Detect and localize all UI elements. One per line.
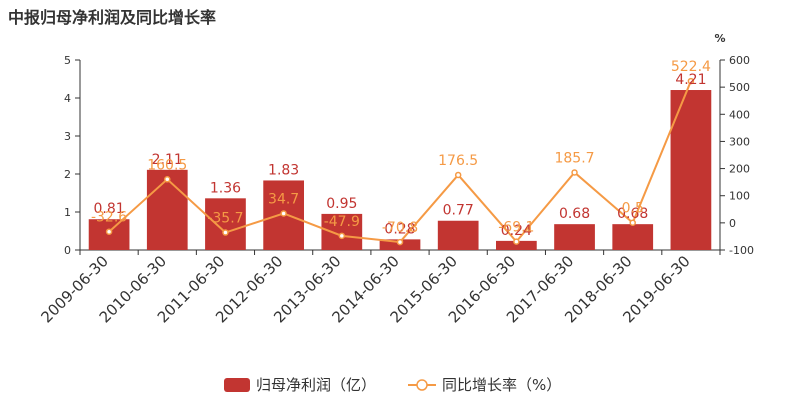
line-point xyxy=(629,219,636,226)
y-right-tick-label: 500 xyxy=(729,81,750,94)
line-value-label: 522.4 xyxy=(671,59,711,75)
bar-value-label: 1.36 xyxy=(210,180,241,196)
y-left-tick-label: 4 xyxy=(64,92,71,105)
line-point xyxy=(222,229,229,236)
bar-value-label: 2.11 xyxy=(152,152,183,168)
line-value-label: -69.1 xyxy=(498,220,534,236)
line-point xyxy=(396,238,404,246)
line-value-label: -47.9 xyxy=(324,214,360,230)
legend-line-label: 同比增长率（%） xyxy=(442,376,561,394)
bar-value-label: 0.28 xyxy=(384,221,415,237)
line-value-label: -70.8 xyxy=(382,220,418,236)
line-value-label: 176.5 xyxy=(438,153,478,169)
y-right-tick-label: -100 xyxy=(729,244,754,257)
bar xyxy=(496,240,537,250)
bar-value-label: 0.24 xyxy=(501,223,532,239)
legend-line-marker xyxy=(416,379,428,391)
chart-title: 中报归母净利润及同比增长率 xyxy=(8,8,217,27)
bar-value-label: 0.81 xyxy=(94,201,125,217)
legend-bar-label: 归母净利润（亿） xyxy=(256,376,376,394)
y-left-tick-label: 2 xyxy=(64,168,71,181)
line-value-label: 185.7 xyxy=(554,150,594,166)
y-right-tick-label: 600 xyxy=(729,54,750,67)
line-point xyxy=(280,210,287,217)
line-point xyxy=(571,169,578,176)
y-right-unit-label: % xyxy=(714,32,725,45)
line-value-label: -32.6 xyxy=(91,210,127,226)
line-value-label: 34.7 xyxy=(268,191,299,207)
line-point xyxy=(338,232,346,240)
line-point xyxy=(105,228,113,235)
bar-value-label: 4.21 xyxy=(675,72,706,88)
bar-value-label: 0.95 xyxy=(326,196,357,212)
line-value-label: 160.5 xyxy=(147,157,187,173)
line-value-label: -35.7 xyxy=(207,211,243,227)
bar-value-label: 0.77 xyxy=(443,203,474,219)
bar-value-label: 1.83 xyxy=(268,162,299,178)
line-point xyxy=(164,176,171,183)
bar xyxy=(321,213,363,250)
y-right-tick-label: 0 xyxy=(729,217,736,230)
bar xyxy=(437,220,479,250)
y-left-tick-label: 1 xyxy=(64,206,71,219)
growth-line xyxy=(108,80,692,244)
y-right-tick-label: 200 xyxy=(729,163,750,176)
line-point xyxy=(513,238,520,245)
bar-value-label: 0.68 xyxy=(617,206,648,222)
line-point xyxy=(454,171,462,179)
legend-bar-swatch xyxy=(224,378,250,392)
bar-value-label: 0.68 xyxy=(559,206,590,222)
y-right-tick-label: 100 xyxy=(729,190,750,203)
bar xyxy=(205,198,246,250)
line-value-label: 0.5 xyxy=(622,201,644,217)
y-left-tick-label: 3 xyxy=(64,130,71,143)
y-left-tick-label: 5 xyxy=(64,54,71,67)
bar xyxy=(612,224,654,250)
y-right-tick-label: 300 xyxy=(729,135,750,148)
y-right-tick-label: 400 xyxy=(729,108,750,121)
y-left-tick-label: 0 xyxy=(64,244,71,257)
line-point xyxy=(687,77,695,85)
bar xyxy=(554,224,595,250)
bar xyxy=(146,169,188,250)
